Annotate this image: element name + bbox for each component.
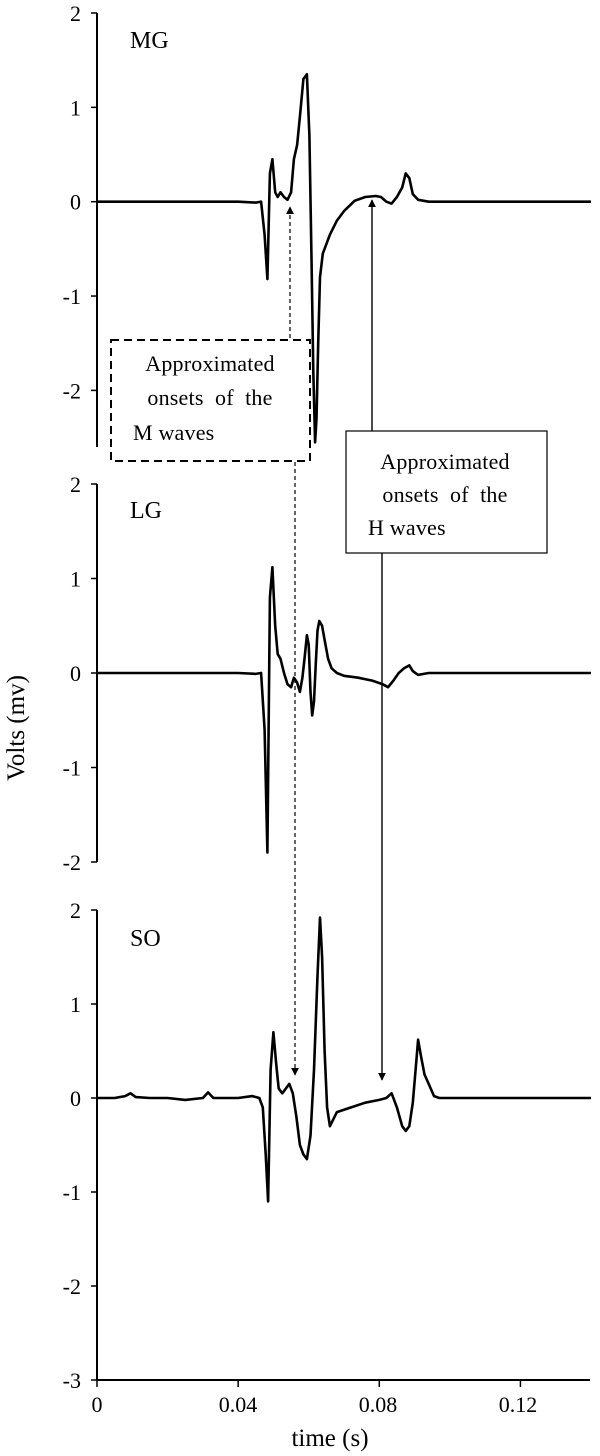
panel-label-lg: LG [130, 498, 162, 524]
panel-label-so: SO [130, 926, 161, 952]
y-tick-label-so: 1 [70, 992, 81, 1017]
panel-label-mg: MG [130, 28, 169, 54]
y-tick-label-lg: -2 [63, 850, 81, 875]
y-tick-label-mg: 1 [70, 95, 81, 120]
y-tick-label-mg: 0 [70, 190, 81, 215]
y-tick-label-so: 0 [70, 1086, 81, 1111]
panel-mg: MG 2 1 0 -1 -2 [63, 1, 591, 447]
series-line-mg [97, 73, 591, 444]
m-wave-callout-box [110, 339, 311, 462]
x-axis-title: time (s) [291, 1425, 368, 1452]
y-tick-label-so: -3 [63, 1368, 81, 1393]
m-wave-text-line2: onsets of the [147, 385, 272, 410]
y-tick-label-so: -1 [63, 1180, 81, 1205]
panel-so: SO 2 1 0 -1 -2 -3 [63, 898, 591, 1393]
y-tick-label-so: -2 [63, 1274, 81, 1299]
y-tick-label-so: 2 [70, 898, 81, 923]
x-tick-label: 0.08 [359, 1392, 398, 1417]
y-tick-label-mg: -1 [63, 284, 81, 309]
m-wave-text-line1: Approximated [145, 351, 274, 376]
x-ticks: 0 0.04 0.08 0.12 [92, 1392, 538, 1417]
y-tick-label-lg: 2 [70, 472, 81, 497]
series-line-so [97, 916, 591, 1203]
x-tick-label: 0 [92, 1392, 103, 1417]
m-wave-annotation: Approximated onsets of the M waves [110, 206, 311, 1076]
y-tick-label-lg: -1 [63, 756, 81, 781]
panel-lg: LG 2 1 0 -1 -2 [63, 472, 591, 875]
x-tick-label: 0.04 [219, 1392, 258, 1417]
y-tick-label-lg: 0 [70, 661, 81, 686]
series-line-lg [97, 565, 591, 854]
x-tick-label: 0.12 [499, 1392, 538, 1417]
y-tick-label-mg: 2 [70, 1, 81, 26]
y-tick-label-lg: 1 [70, 567, 81, 592]
m-wave-text-line3: M waves [133, 420, 214, 445]
y-axis-title: Volts (mv) [3, 675, 30, 781]
h-wave-text-line1: Approximated [380, 449, 509, 474]
h-wave-annotation: Approximated onsets of the H waves [345, 199, 548, 1081]
h-wave-callout-box [345, 430, 548, 554]
h-wave-text-line2: onsets of the [382, 482, 507, 507]
y-tick-label-mg: -2 [63, 378, 81, 403]
h-wave-text-line3: H waves [368, 515, 446, 540]
